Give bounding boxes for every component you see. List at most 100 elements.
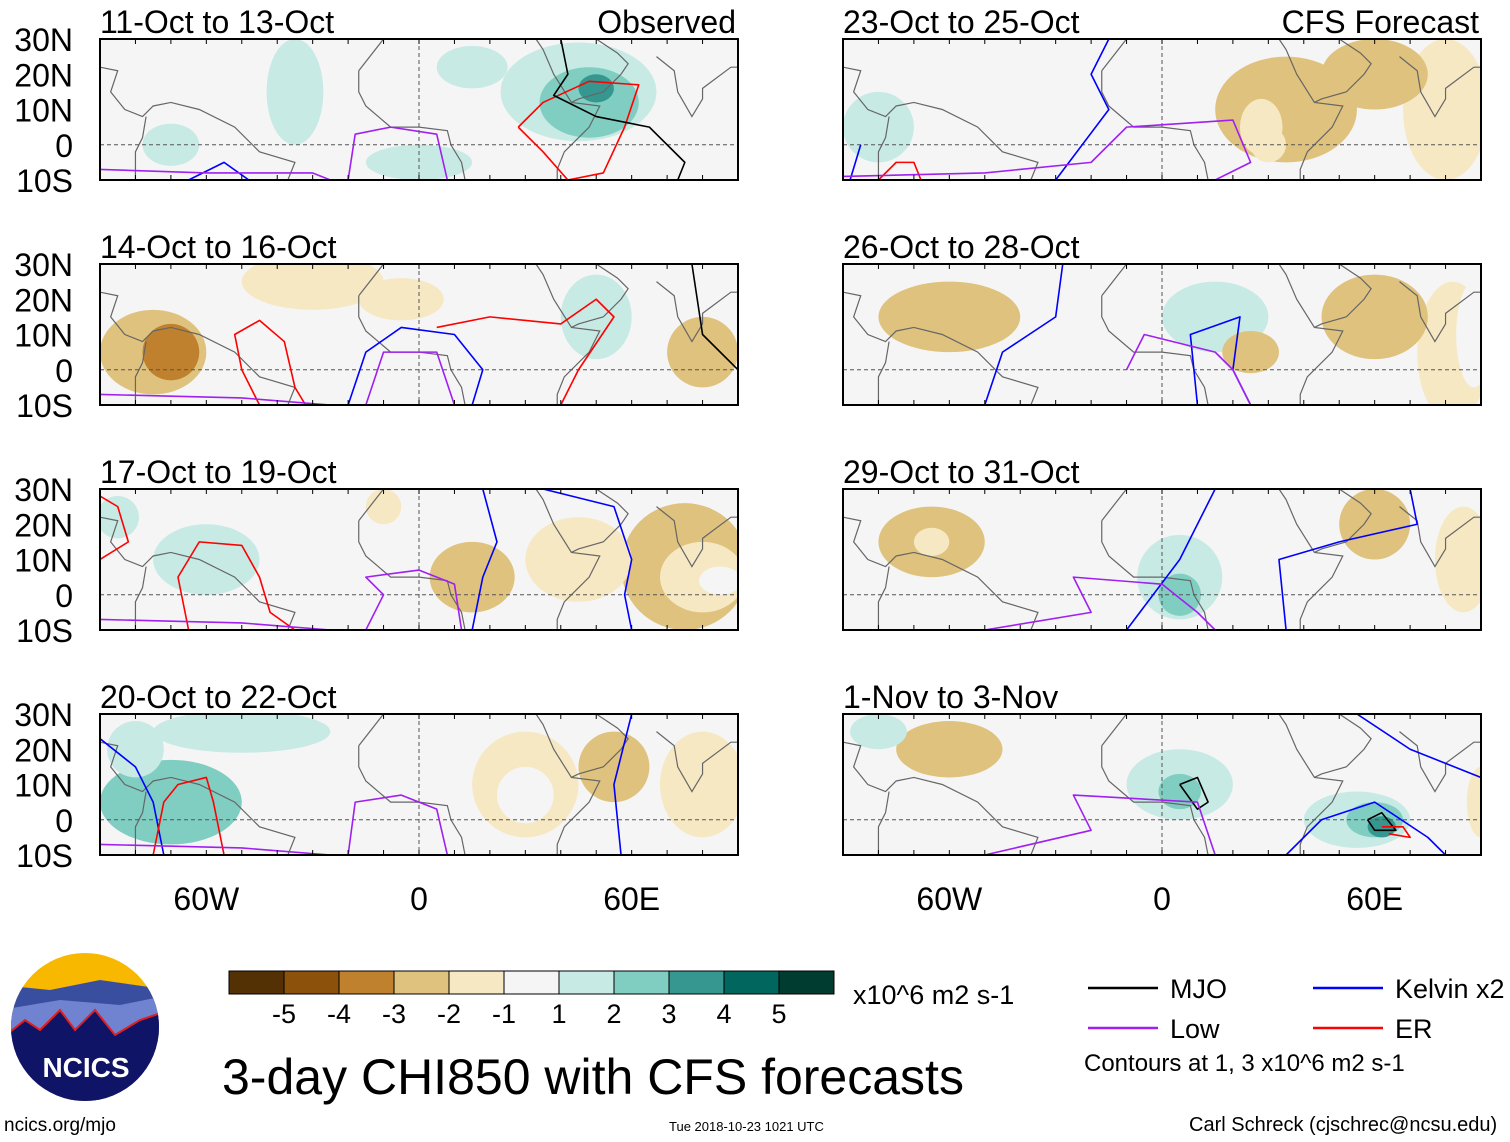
panel-tag: CFS Forecast xyxy=(1282,4,1479,40)
lat-tick-label: 10N xyxy=(14,768,73,804)
panel-tag: Observed xyxy=(597,4,736,40)
wave-contour xyxy=(517,80,640,180)
anomaly-shading xyxy=(850,714,907,750)
wave-contour xyxy=(233,319,307,405)
colorbar-swatch xyxy=(338,970,395,995)
anomaly-shading xyxy=(660,731,738,838)
wave-contour xyxy=(188,161,250,180)
anomaly-shading xyxy=(896,721,1003,778)
panel-title: 11-Oct to 13-Oct xyxy=(100,4,334,40)
map-panel-4: 23-Oct to 25-Oct CFS Forecast xyxy=(842,4,1482,181)
anomaly-shading xyxy=(266,39,324,145)
coastline xyxy=(656,56,738,118)
coastline xyxy=(1101,39,1128,72)
wave-contour xyxy=(100,168,331,180)
colorbar-label: 5 xyxy=(771,999,786,1029)
coastline xyxy=(843,741,1039,855)
coastline xyxy=(535,489,601,630)
panel-title: 1-Nov to 3-Nov xyxy=(843,679,1058,715)
anomaly-shading xyxy=(667,316,738,388)
coastline xyxy=(100,516,296,630)
coastline xyxy=(1399,281,1481,343)
contour-note: Contours at 1, 3 x10^6 m2 s-1 xyxy=(1084,1050,1405,1077)
coastline xyxy=(1399,731,1481,793)
panel-title: 26-Oct to 28-Oct xyxy=(843,229,1080,265)
lat-tick-label: 20N xyxy=(14,507,73,543)
lat-tick-label: 30N xyxy=(14,472,73,508)
lat-tick-label: 0 xyxy=(55,578,73,614)
panel-content xyxy=(100,714,738,855)
colorbar-swatch xyxy=(393,970,450,995)
anomaly-shading xyxy=(1434,506,1481,613)
legend-label: Low xyxy=(1170,1014,1220,1044)
anomaly-shading xyxy=(241,264,384,310)
panel-content xyxy=(843,264,1481,405)
colorbar-swatch xyxy=(613,970,670,995)
anomaly-shading xyxy=(1321,274,1428,360)
coastline xyxy=(1314,489,1372,553)
coastline xyxy=(571,264,629,328)
coastline xyxy=(358,489,385,522)
wave-contour xyxy=(849,144,862,180)
wave-contour xyxy=(843,119,1252,180)
logo-mountain xyxy=(11,1008,159,1101)
coastline xyxy=(535,714,601,855)
panel-title: 29-Oct to 31-Oct xyxy=(843,454,1080,490)
timestamp: Tue 2018-10-23 1021 UTC xyxy=(669,1119,824,1134)
coastline xyxy=(1314,264,1372,328)
wave-contour xyxy=(152,776,225,855)
anomaly-shading xyxy=(142,323,200,381)
map-panel-6: 29-Oct to 31-Oct xyxy=(842,454,1482,631)
wave-contour xyxy=(1278,489,1418,630)
lat-tick-label: 0 xyxy=(55,128,73,164)
anomaly-shading xyxy=(578,74,614,103)
coastline xyxy=(571,714,629,778)
coastline xyxy=(1278,489,1344,630)
panel-title: 23-Oct to 25-Oct xyxy=(843,4,1080,40)
lat-tick-label: 30N xyxy=(14,22,73,58)
wave-contour xyxy=(613,714,633,855)
panel-content xyxy=(843,489,1481,630)
panel-content xyxy=(843,39,1481,180)
coastline xyxy=(1101,70,1209,180)
anomaly-shading xyxy=(100,496,139,539)
lat-tick-label: 10N xyxy=(14,543,73,579)
wave-contour xyxy=(1381,825,1411,839)
coastline xyxy=(1399,56,1481,118)
colorbar-label: -5 xyxy=(272,999,296,1029)
coastline xyxy=(1278,39,1344,180)
colorbar: -5 -4 -3 -2 -1 1 2 3 4 5 xyxy=(228,970,835,1029)
wave-contour xyxy=(1356,714,1481,779)
anomaly-shading xyxy=(913,527,950,556)
panel-title: 17-Oct to 19-Oct xyxy=(100,454,337,490)
wave-contour xyxy=(877,161,922,180)
wave-contour xyxy=(347,326,484,405)
panel-content xyxy=(100,489,738,630)
anomaly-shading xyxy=(153,524,260,595)
logo-art xyxy=(11,953,159,1101)
colorbar-swatch xyxy=(558,970,615,995)
map-panel-5: 26-Oct to 28-Oct xyxy=(842,229,1482,406)
lat-tick-label: 0 xyxy=(55,353,73,389)
panel-title: 14-Oct to 16-Oct xyxy=(100,229,337,265)
coastline xyxy=(1101,264,1128,297)
lat-tick-label: 30N xyxy=(14,697,73,733)
coastline xyxy=(1101,745,1209,855)
coastline xyxy=(100,291,296,405)
anomaly-shading xyxy=(1456,281,1481,388)
anomaly-shading xyxy=(1442,56,1481,163)
wave-contour xyxy=(1285,801,1447,855)
wave-contour xyxy=(984,576,1216,630)
anomaly-shading xyxy=(153,714,331,753)
site-url[interactable]: ncics.org/mjo xyxy=(4,1115,116,1136)
lon-tick-label: 0 xyxy=(410,881,428,917)
coastline xyxy=(843,516,1039,630)
coastline xyxy=(535,264,601,405)
coastline xyxy=(358,70,466,180)
wave-contour xyxy=(1366,811,1397,832)
anomaly-shading xyxy=(1250,127,1287,163)
